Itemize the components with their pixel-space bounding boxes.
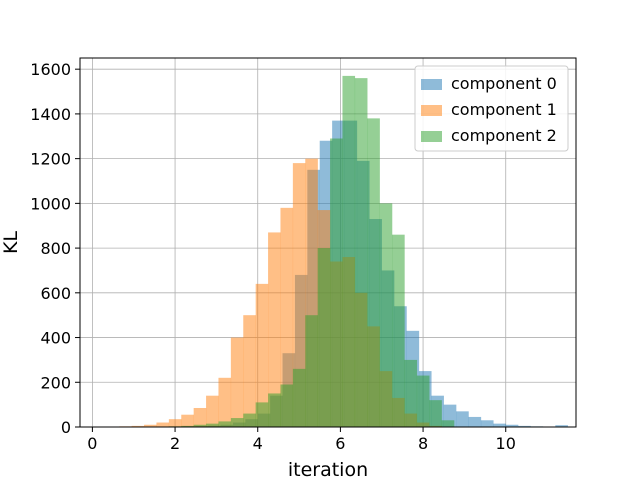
- x-axis-label: iteration: [288, 459, 368, 480]
- histogram-bar: [206, 395, 219, 427]
- histogram-bar: [305, 315, 318, 427]
- histogram-bar: [441, 420, 455, 427]
- histogram-bar: [168, 419, 182, 427]
- histogram-bar: [131, 425, 145, 427]
- histogram-bar: [243, 315, 256, 427]
- histogram-bar: [255, 402, 269, 427]
- histogram-bar: [268, 393, 281, 427]
- histogram-bar: [480, 420, 494, 427]
- histogram-bar: [392, 234, 405, 427]
- legend-box: [414, 65, 569, 152]
- histogram-bar: [555, 425, 568, 427]
- y-tick-label: 800: [40, 239, 71, 258]
- histogram-bar: [379, 203, 393, 427]
- histogram-bar: [280, 384, 294, 427]
- histogram-bar: [342, 75, 356, 428]
- histogram-bar: [354, 78, 368, 428]
- histogram-bar: [518, 425, 531, 427]
- ticks: 0 2 4 6 8 10 0 200 400 600 800 1000 1200 1400 1600: [30, 60, 516, 453]
- histogram-bar: [230, 337, 244, 427]
- y-tick-label: 600: [40, 284, 71, 303]
- y-tick-label: 1200: [30, 150, 71, 169]
- legend-swatch: [421, 79, 442, 90]
- histogram-bar: [330, 138, 343, 427]
- plot-frame: [79, 57, 577, 428]
- x-tick-label: 0: [87, 434, 97, 453]
- histogram-bar: [367, 118, 380, 427]
- y-tick-label: 1400: [30, 105, 71, 124]
- histogram-bar: [292, 163, 306, 428]
- x-tick-label: 8: [418, 434, 428, 453]
- series-2: [144, 75, 455, 428]
- histogram-bar: [218, 377, 232, 427]
- histogram-bar: [181, 425, 194, 427]
- y-tick-label: 0: [61, 418, 71, 437]
- x-tick-label: 2: [170, 434, 180, 453]
- x-tick-label: 4: [253, 434, 263, 453]
- histogram-bar: [404, 359, 418, 427]
- y-axis-label: KL: [0, 231, 22, 254]
- histogram-bar: [468, 416, 482, 427]
- histogram-bar: [255, 283, 269, 427]
- legend-swatch: [421, 131, 442, 142]
- histogram-bar: [292, 368, 306, 427]
- histogram-bar: [243, 413, 256, 427]
- histogram-bar: [493, 423, 506, 427]
- legend-label: component 1: [451, 100, 557, 119]
- x-tick-label: 6: [335, 434, 345, 453]
- y-tick-label: 1600: [30, 60, 71, 79]
- histogram-bar: [218, 421, 232, 427]
- y-tick-label: 1000: [30, 194, 71, 213]
- histogram-bar: [456, 411, 469, 427]
- histogram-bar: [193, 407, 207, 427]
- histogram-bar: [156, 422, 170, 427]
- histogram-bar: [230, 418, 244, 427]
- histogram-bar: [317, 248, 331, 427]
- histogram-bar: [416, 375, 430, 427]
- histogram-bar: [193, 424, 207, 427]
- legend-swatch: [421, 105, 442, 116]
- histogram-bar: [268, 232, 281, 427]
- histogram-bar: [280, 207, 294, 427]
- x-tick-label: 10: [496, 434, 516, 453]
- legend: component 0 component 1 component 2: [414, 65, 569, 152]
- histogram-bar: [181, 414, 194, 427]
- histogram-bar: [429, 400, 442, 427]
- legend-label: component 2: [451, 126, 557, 145]
- legend-label: component 0: [451, 74, 557, 93]
- histogram-bar: [505, 424, 519, 427]
- histogram-bar: [206, 423, 219, 427]
- histogram-bar: [144, 424, 157, 427]
- y-tick-label: 400: [40, 329, 71, 348]
- bars: [94, 75, 568, 428]
- y-tick-label: 200: [40, 373, 71, 392]
